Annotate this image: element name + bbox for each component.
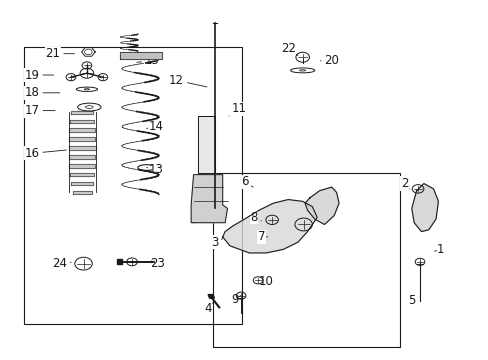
Text: 15: 15 <box>137 54 160 67</box>
Text: 23: 23 <box>147 257 164 270</box>
Text: 10: 10 <box>258 275 273 288</box>
Text: 3: 3 <box>210 236 222 249</box>
Text: 2: 2 <box>400 177 408 190</box>
Text: 4: 4 <box>204 302 213 315</box>
Polygon shape <box>191 175 227 223</box>
Text: 22: 22 <box>280 42 297 55</box>
Polygon shape <box>208 294 214 298</box>
Text: 24: 24 <box>52 257 71 270</box>
Polygon shape <box>411 184 438 231</box>
Bar <box>213 173 399 347</box>
Text: 14: 14 <box>146 120 163 133</box>
Text: 18: 18 <box>25 86 60 99</box>
Text: 17: 17 <box>24 104 55 117</box>
Text: 9: 9 <box>231 293 240 306</box>
Text: 11: 11 <box>228 102 246 116</box>
Text: 1: 1 <box>434 243 444 256</box>
Polygon shape <box>222 199 317 253</box>
Bar <box>24 46 242 324</box>
Text: 13: 13 <box>146 163 163 176</box>
Text: 6: 6 <box>240 175 253 188</box>
Text: 21: 21 <box>45 47 74 60</box>
Text: 12: 12 <box>169 74 206 87</box>
Text: 19: 19 <box>24 68 54 81</box>
Text: 5: 5 <box>407 294 415 307</box>
Text: 16: 16 <box>24 147 66 160</box>
Text: 7: 7 <box>257 230 267 243</box>
Polygon shape <box>305 187 338 225</box>
Text: 8: 8 <box>250 211 261 224</box>
Text: 20: 20 <box>320 54 339 67</box>
